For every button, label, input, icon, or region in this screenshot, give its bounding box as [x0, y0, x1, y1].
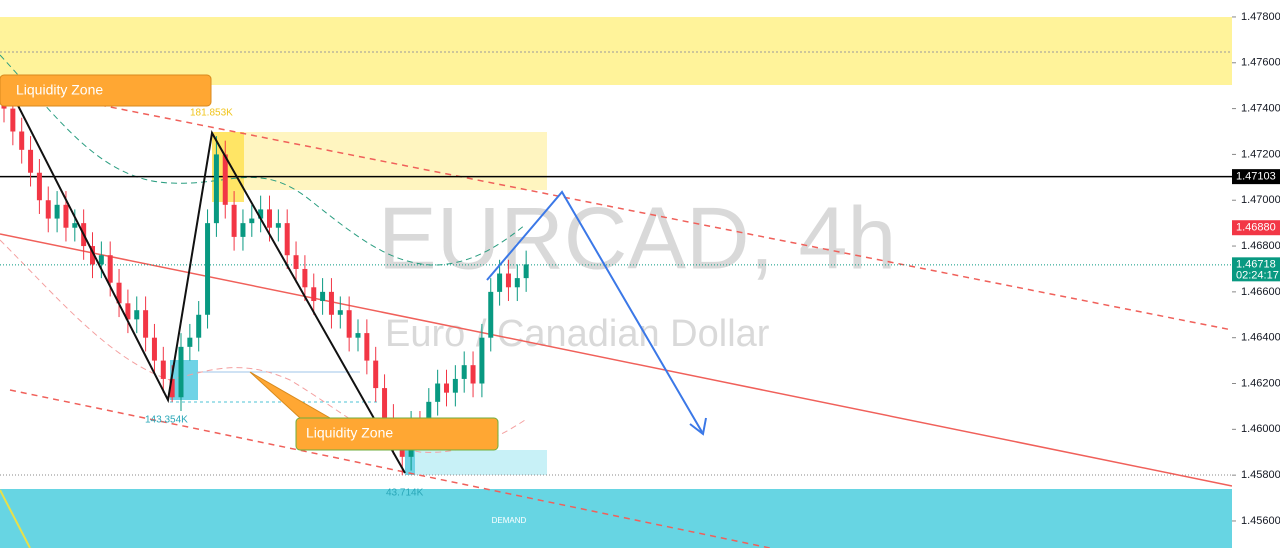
candle-body [328, 291, 334, 315]
price-label-box [1232, 257, 1280, 282]
projection-arrow [689, 417, 707, 436]
order-block [212, 132, 547, 190]
price-label: 1.47103 [1236, 171, 1276, 183]
candle-body [134, 310, 140, 320]
y-tick-label: 1.46600 [1241, 286, 1280, 298]
small-zone [405, 450, 547, 475]
candle-body [143, 310, 149, 338]
candle-body [36, 172, 42, 201]
candle-body [293, 255, 299, 269]
candle-body [275, 223, 281, 228]
candle-body [169, 378, 175, 398]
candle-body [240, 223, 246, 237]
y-tick-label: 1.47200 [1241, 148, 1280, 160]
annotation: Liquidity Zone [306, 425, 393, 441]
channel-line [99, 104, 1233, 331]
candle-body [523, 264, 529, 279]
y-tick-label: 1.46400 [1241, 332, 1280, 344]
candle-body [470, 365, 476, 384]
candle-body [479, 337, 485, 384]
candle-body [497, 273, 503, 292]
callout [249, 371, 332, 419]
candle-body [258, 209, 264, 219]
candle-body [320, 291, 326, 302]
y-tick-label: 1.47600 [1241, 57, 1280, 69]
watermark-title: EURCAD, 4h [378, 188, 896, 287]
candle-body [488, 291, 494, 338]
candle-body [364, 333, 370, 361]
y-tick-label: 1.45800 [1241, 469, 1280, 481]
y-tick-label: 1.46200 [1241, 377, 1280, 389]
candle-body [160, 360, 166, 379]
candle-body [231, 204, 237, 237]
candle-body [98, 255, 104, 265]
y-tick-label: 1.47400 [1241, 102, 1280, 114]
candle-body [373, 360, 379, 389]
candle-body [116, 282, 122, 304]
candle-body [284, 223, 290, 256]
candle-body [45, 200, 51, 219]
supply-zone [0, 17, 1232, 85]
candle-body [435, 383, 441, 402]
annotation: 143.354K [145, 415, 188, 426]
candle-body [311, 287, 317, 302]
candle-body [355, 333, 361, 338]
candle-body [337, 310, 343, 315]
candle-body [72, 223, 78, 228]
candle-body [63, 204, 69, 228]
candle-body [19, 131, 25, 150]
price-label-box [1232, 169, 1280, 185]
candle-body [444, 383, 449, 393]
annotation: DEMAND [492, 516, 527, 525]
price-label: 1.46718 [1236, 259, 1276, 271]
annotation: 43.714K [386, 488, 424, 499]
candle-body [382, 388, 388, 418]
annotation: 181.853K [190, 108, 233, 119]
candle-body [28, 149, 34, 173]
candle-body [249, 218, 255, 224]
candle-body [54, 204, 60, 219]
candle-body [222, 154, 228, 205]
y-tick-label: 1.46000 [1241, 423, 1280, 435]
zigzag [4, 79, 406, 474]
small-zone [405, 450, 415, 475]
y-tick-label: 1.45600 [1241, 515, 1280, 527]
candle-body [505, 273, 511, 288]
price-label-box [1232, 220, 1280, 236]
annotation: Liquidity Zone [16, 82, 103, 98]
candle-body [267, 209, 272, 228]
price-label: 1.46880 [1236, 222, 1276, 234]
demand-zone [0, 489, 1232, 548]
candle-body [107, 255, 113, 283]
liquidity-box [0, 74, 212, 107]
candle-body [151, 337, 157, 361]
candle-body [205, 223, 211, 315]
candle-body [346, 310, 352, 338]
candle-body [213, 154, 219, 224]
candle-body [90, 246, 95, 265]
y-tick-label: 1.47000 [1241, 194, 1280, 206]
candle-body [461, 365, 467, 379]
moving-average [0, 239, 526, 453]
candle-body [125, 303, 131, 320]
moving-average [0, 54, 526, 266]
y-tick-label: 1.46800 [1241, 240, 1280, 252]
liquidity-box [295, 417, 499, 451]
candle-body [196, 314, 202, 338]
trend-line [0, 489, 31, 548]
candle-body [10, 108, 16, 132]
watermark-subtitle: Euro / Canadian Dollar [385, 313, 770, 355]
candle-body [302, 268, 308, 288]
candle-body [514, 278, 520, 288]
projection [486, 190, 703, 433]
countdown: 02:24:17 [1236, 270, 1279, 282]
channel-line [9, 389, 771, 548]
candle-body [452, 378, 458, 393]
candle-body [187, 337, 193, 347]
candle-body [178, 346, 184, 398]
y-tick-label: 1.47800 [1241, 11, 1280, 23]
small-zone [170, 360, 198, 400]
